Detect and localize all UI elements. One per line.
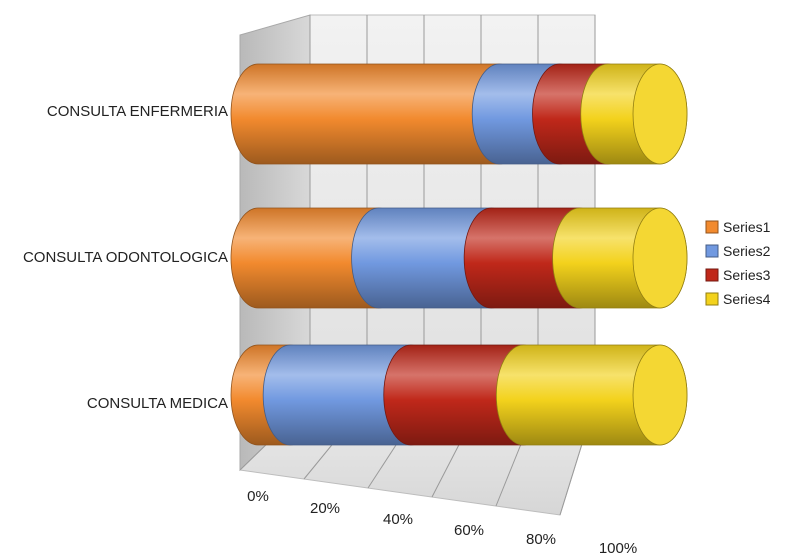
bars: CONSULTA ENFERMERIA - Series1: 60CONSULT… [230,63,688,446]
x-tick-labels: 0% 20% 40% 60% 80% 100% [247,488,637,554]
legend-swatch [705,268,719,282]
bar-row: CONSULTA ENFERMERIA - Series1: 60CONSULT… [230,63,688,165]
bar-cap [632,344,688,446]
legend: Series1 Series2 Series3 Series4 [705,219,771,307]
x-tick-label: 100% [599,540,637,554]
bar-cap [632,63,688,165]
legend-swatch [705,244,719,258]
bar-cap [632,207,688,309]
category-label: CONSULTA MEDICA [87,395,228,412]
x-tick-label: 40% [383,511,413,528]
legend-label: Series3 [723,267,771,283]
x-tick-label: 0% [247,488,269,505]
category-label: CONSULTA ENFERMERIA [47,103,228,120]
legend-swatch [705,220,719,234]
legend-label: Series1 [723,219,771,235]
legend-label: Series2 [723,243,771,259]
x-tick-label: 80% [526,531,556,548]
legend-item: Series3 [705,267,771,283]
bar-row: CONSULTA MEDICA - Series1: 8CONSULTA MED… [230,344,688,446]
legend-item: Series2 [705,243,771,259]
bar-row: CONSULTA ODONTOLOGICA - Series1: 30CONSU… [230,207,688,309]
x-tick-label: 60% [454,522,484,539]
category-label: CONSULTA ODONTOLOGICA [23,249,228,266]
category-labels: CONSULTA ENFERMERIA CONSULTA ODONTOLOGICA… [23,103,228,412]
x-tick-label: 20% [310,500,340,517]
legend-swatch [705,292,719,306]
legend-item: Series1 [705,219,771,235]
legend-label: Series4 [723,291,771,307]
legend-item: Series4 [705,291,771,307]
